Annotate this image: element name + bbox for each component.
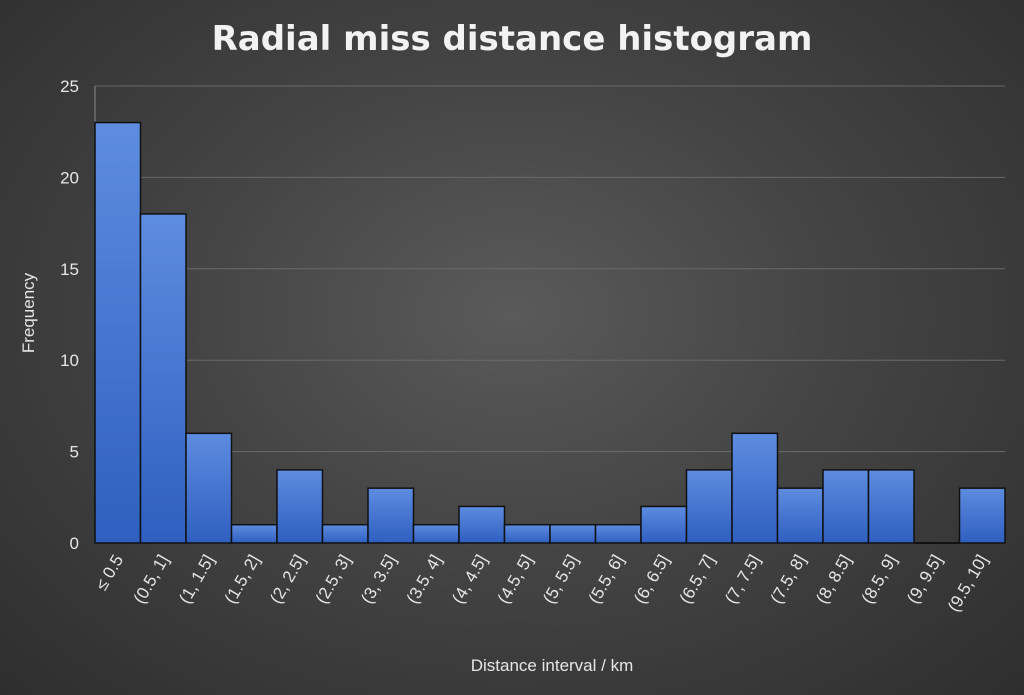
bar <box>230 523 278 544</box>
x-tick-label: (1.5, 2] <box>221 552 264 607</box>
x-tick-label: (0.5, 1] <box>130 552 173 607</box>
y-tick-label: 20 <box>60 168 79 187</box>
bar <box>822 469 870 544</box>
y-tick-label: 0 <box>70 534 79 553</box>
x-tick-label: (4, 4.5] <box>448 552 491 607</box>
bar <box>549 523 597 544</box>
x-tick-label: (4.5, 5] <box>494 552 537 607</box>
y-tick-label: 25 <box>60 77 79 96</box>
x-tick-label: (7, 7.5] <box>721 552 764 607</box>
bar <box>503 523 551 544</box>
x-tick-label: (1, 1.5] <box>175 552 218 607</box>
y-tick-label: 10 <box>60 351 79 370</box>
x-tick-label: (7.5, 8] <box>767 552 810 607</box>
x-tick-label: (3.5, 4] <box>403 552 446 607</box>
x-tick-label: (6, 6.5] <box>630 552 673 607</box>
bar <box>412 523 460 544</box>
x-tick-labels: ≤ 0.5 (0.5, 1] (1, 1.5] (1.5, 2] (2, 2.5] (2.… <box>92 552 992 616</box>
x-tick-label: (5.5, 6] <box>585 552 628 607</box>
x-tick-label: (2, 2.5] <box>266 552 309 607</box>
x-tick-label: (6.5, 7] <box>676 552 719 607</box>
bar <box>867 469 915 544</box>
x-tick-label: (3, 3.5] <box>357 552 400 607</box>
x-tick-label: (2.5, 3] <box>312 552 355 607</box>
bar <box>94 121 142 544</box>
bar <box>458 505 506 544</box>
bar <box>185 432 233 544</box>
bar <box>685 469 733 544</box>
x-tick-label: (8, 8.5] <box>812 552 855 607</box>
bar <box>139 213 187 544</box>
bar <box>276 469 324 544</box>
bar <box>958 487 1006 544</box>
x-axis-label: Distance interval / km <box>471 656 634 675</box>
x-tick-label: ≤ 0.5 <box>92 552 127 594</box>
y-tick-label: 5 <box>70 443 79 462</box>
y-tick-label: 15 <box>60 260 79 279</box>
x-tick-label: (9.5, 10] <box>944 552 992 616</box>
x-tick-label: (5, 5.5] <box>539 552 582 607</box>
x-tick-label: (9, 9.5] <box>903 552 946 607</box>
bar <box>776 487 824 544</box>
bar <box>367 487 415 544</box>
y-tick-labels: 0 5 10 15 20 25 <box>60 77 79 553</box>
x-tick-label: (8.5, 9] <box>858 552 901 607</box>
bar <box>594 523 642 544</box>
bar <box>731 432 779 544</box>
bar <box>321 523 369 544</box>
bar <box>640 505 688 544</box>
bars <box>94 121 1006 544</box>
y-axis-label: Frequency <box>19 272 38 353</box>
chart-title: Radial miss distance histogram <box>212 19 813 59</box>
